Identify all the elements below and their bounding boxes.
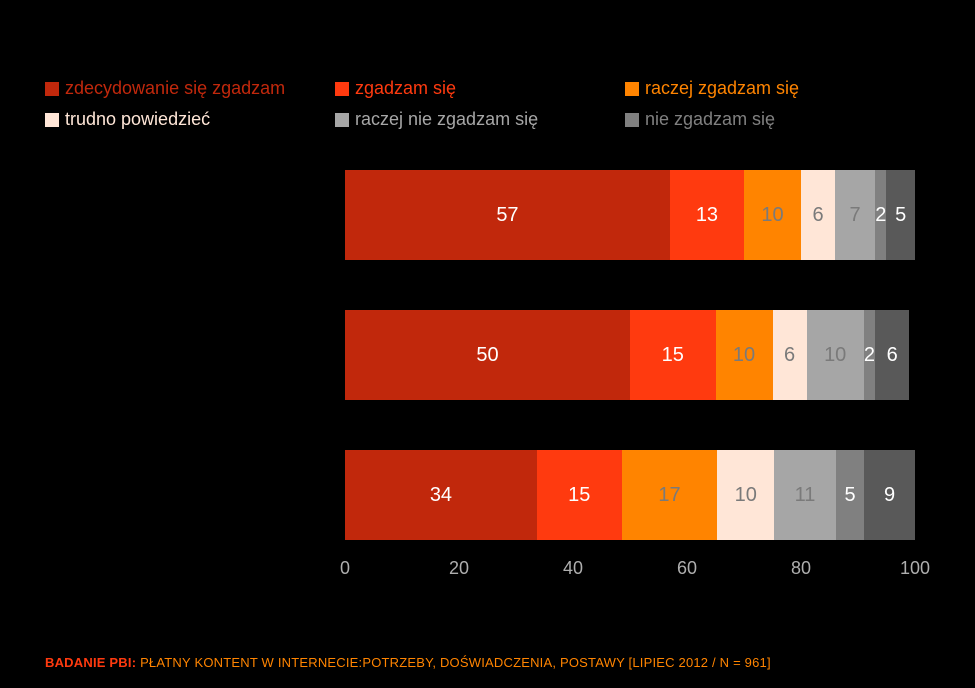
bar-segment: 2 xyxy=(875,170,886,260)
bar-segment: 15 xyxy=(630,310,716,400)
footnote-prefix: BADANIE PBI: xyxy=(45,655,140,670)
bar-segment: 13 xyxy=(670,170,744,260)
bar-segment: 7 xyxy=(835,170,875,260)
legend-item: trudno powiedzieć xyxy=(45,109,335,130)
bar-segment: 50 xyxy=(345,310,630,400)
bar-segment: 10 xyxy=(716,310,773,400)
legend-item: raczej nie zgadzam się xyxy=(335,109,625,130)
x-tick-label: 100 xyxy=(900,558,930,579)
legend-label: trudno powiedzieć xyxy=(65,109,210,130)
legend-swatch xyxy=(335,82,349,96)
chart-container: zdecydowanie się zgadzam zgadzam się racze… xyxy=(0,0,975,688)
legend-label: zgadzam się xyxy=(355,78,456,99)
x-tick-label: 80 xyxy=(791,558,811,579)
legend-item: nie zgadzam się xyxy=(625,109,915,130)
bar-segment: 10 xyxy=(807,310,864,400)
bar-row: 341517101159 xyxy=(345,450,915,540)
legend-label: nie zgadzam się xyxy=(645,109,775,130)
bar-segment: 57 xyxy=(345,170,670,260)
bar-segment: 6 xyxy=(875,310,909,400)
bar-segment: 17 xyxy=(622,450,718,540)
x-tick-label: 0 xyxy=(340,558,350,579)
legend-item: zdecydowanie się zgadzam xyxy=(45,78,335,99)
bar-segment: 34 xyxy=(345,450,537,540)
bar-segment: 10 xyxy=(717,450,773,540)
legend-swatch xyxy=(45,82,59,96)
plot-area: 020406080100 571310672550151061026341517… xyxy=(345,170,915,610)
legend-swatch xyxy=(335,113,349,127)
legend-label: raczej nie zgadzam się xyxy=(355,109,538,130)
legend-swatch xyxy=(45,113,59,127)
legend: zdecydowanie się zgadzam zgadzam się racze… xyxy=(45,78,945,130)
legend-label: zdecydowanie się zgadzam xyxy=(65,78,285,99)
bar-segment: 15 xyxy=(537,450,622,540)
x-tick-label: 20 xyxy=(449,558,469,579)
bar-segment: 10 xyxy=(744,170,801,260)
bar-segment: 2 xyxy=(864,310,875,400)
bar-segment: 11 xyxy=(774,450,836,540)
legend-label: raczej zgadzam się xyxy=(645,78,799,99)
bar-segment: 6 xyxy=(773,310,807,400)
footnote: BADANIE PBI: PŁATNY KONTENT W INTERNECIE… xyxy=(45,655,771,670)
legend-swatch xyxy=(625,113,639,127)
footnote-text: PŁATNY KONTENT W INTERNECIE:POTRZEBY, DO… xyxy=(140,655,771,670)
x-tick-label: 40 xyxy=(563,558,583,579)
legend-item: zgadzam się xyxy=(335,78,625,99)
bar-row: 50151061026 xyxy=(345,310,915,400)
bar-segment: 6 xyxy=(801,170,835,260)
bar-segment: 9 xyxy=(864,450,915,540)
bar-segment: 5 xyxy=(886,170,915,260)
x-tick-label: 60 xyxy=(677,558,697,579)
legend-item: raczej zgadzam się xyxy=(625,78,915,99)
legend-swatch xyxy=(625,82,639,96)
bar-row: 5713106725 xyxy=(345,170,915,260)
bar-segment: 5 xyxy=(836,450,864,540)
